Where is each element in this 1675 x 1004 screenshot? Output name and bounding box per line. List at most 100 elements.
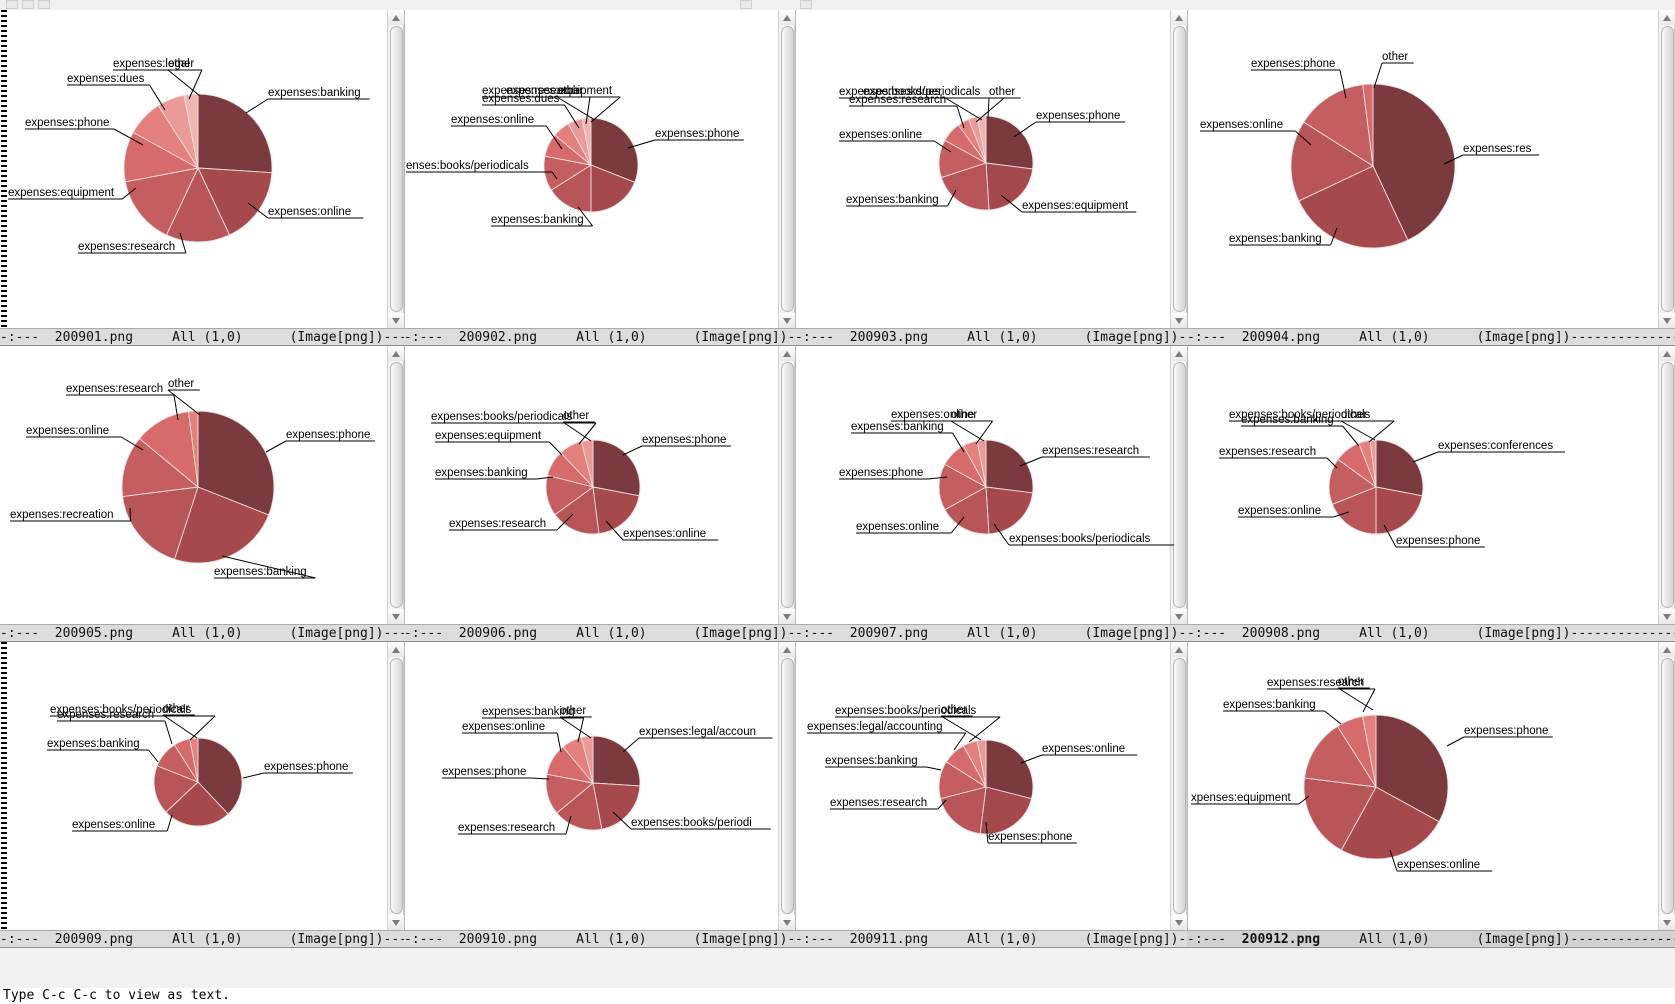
- modeline-200905[interactable]: -:--- 200905.png All (1,0) (Image[png])-…: [0, 624, 404, 642]
- modeline-200909[interactable]: -:--- 200909.png All (1,0) (Image[png])-…: [0, 930, 404, 948]
- emacs-window-200902[interactable]: expenses:phone expenses:banking enses:book…: [404, 10, 795, 346]
- emacs-window-200901[interactable]: expenses:banking expenses:online expenses:…: [0, 10, 404, 346]
- scrollbar-down-button[interactable]: [1659, 313, 1675, 328]
- scrollbar-thumb[interactable]: [1661, 658, 1674, 914]
- pie-leader-line: [173, 394, 179, 421]
- vertical-scrollbar[interactable]: [778, 642, 795, 930]
- scrollbar-up-button[interactable]: [388, 346, 404, 361]
- scrollbar-up-button[interactable]: [388, 10, 404, 25]
- emacs-window-200910[interactable]: expenses:legal/accoun expenses:books/peri…: [404, 642, 795, 948]
- emacs-window-200903[interactable]: expenses:phone expenses:equipment expenses…: [795, 10, 1187, 346]
- scrollbar-down-button[interactable]: [1171, 313, 1187, 328]
- modeline-200906[interactable]: -:--- 200906.png All (1,0) (Image[png])-…: [404, 624, 795, 642]
- vertical-scrollbar[interactable]: [778, 10, 795, 328]
- scrollbar-up-button[interactable]: [1171, 10, 1187, 25]
- vertical-scrollbar[interactable]: [1170, 642, 1187, 930]
- scrollbar-up-button[interactable]: [1659, 10, 1675, 25]
- pie-label: expenses:online: [462, 721, 545, 733]
- modeline-200907[interactable]: -:--- 200907.png All (1,0) (Image[png])-…: [795, 624, 1187, 642]
- image-buffer[interactable]: expenses:conferences expenses:phone expens…: [1187, 346, 1675, 624]
- scrollbar-down-button[interactable]: [388, 313, 404, 328]
- scrollbar-thumb[interactable]: [781, 362, 794, 608]
- vertical-scrollbar[interactable]: [778, 346, 795, 624]
- scrollbar-up-button[interactable]: [779, 642, 795, 657]
- scrollbar-down-button[interactable]: [1659, 609, 1675, 624]
- scrollbar-thumb[interactable]: [781, 658, 794, 914]
- emacs-window-200905[interactable]: expenses:phone expenses:banking expenses:r…: [0, 346, 404, 642]
- vertical-scrollbar[interactable]: [1658, 642, 1675, 930]
- scrollbar-down-button[interactable]: [779, 915, 795, 930]
- scrollbar-thumb[interactable]: [390, 658, 403, 914]
- image-buffer[interactable]: expenses:phone expenses:online expenses:ba…: [0, 642, 404, 930]
- image-buffer[interactable]: expenses:research expenses:books/periodic…: [795, 346, 1187, 624]
- modeline-200904[interactable]: -:--- 200904.png All (1,0) (Image[png])-…: [1187, 328, 1675, 346]
- emacs-window-200909[interactable]: expenses:phone expenses:online expenses:ba…: [0, 642, 404, 948]
- scrollbar-up-button[interactable]: [1659, 642, 1675, 657]
- scrollbar-down-button[interactable]: [779, 313, 795, 328]
- image-buffer[interactable]: expenses:online expenses:phone expenses:re…: [795, 642, 1187, 930]
- pie-slice: [556, 782, 603, 831]
- emacs-window-200904[interactable]: expenses:res expenses:banking expenses:onl…: [1187, 10, 1675, 346]
- image-buffer[interactable]: expenses:phone expenses:equipment expenses…: [795, 10, 1187, 328]
- pie-leader-line: [1019, 456, 1043, 467]
- scrollbar-up-button[interactable]: [1171, 346, 1187, 361]
- image-buffer[interactable]: expenses:phone expenses:online expenses:re…: [404, 346, 795, 624]
- image-buffer[interactable]: expenses:phone expenses:banking expenses:r…: [0, 346, 404, 624]
- scrollbar-thumb[interactable]: [781, 26, 794, 312]
- modeline-200901[interactable]: -:--- 200901.png All (1,0) (Image[png])-…: [0, 328, 404, 346]
- scrollbar-thumb[interactable]: [1173, 658, 1186, 914]
- modeline-200908[interactable]: -:--- 200908.png All (1,0) (Image[png])-…: [1187, 624, 1675, 642]
- toolbar-undo-icon[interactable]: [38, 0, 50, 9]
- vertical-scrollbar[interactable]: [1170, 346, 1187, 624]
- scrollbar-thumb[interactable]: [1661, 26, 1674, 312]
- pie-leader-line: [956, 105, 965, 129]
- modeline-200911[interactable]: -:--- 200911.png All (1,0) (Image[png])-…: [795, 930, 1187, 948]
- modeline-200912[interactable]: -:--- 200912.png All (1,0) (Image[png])-…: [1187, 930, 1675, 948]
- scrollbar-thumb[interactable]: [1661, 362, 1674, 608]
- image-buffer[interactable]: expenses:res expenses:banking expenses:onl…: [1187, 10, 1675, 328]
- toolbar-print-icon[interactable]: [740, 0, 752, 9]
- scrollbar-up-button[interactable]: [1171, 642, 1187, 657]
- vertical-scrollbar[interactable]: [387, 642, 404, 930]
- pie-label: expenses:research: [449, 518, 546, 530]
- pie-leader-line: [179, 232, 187, 254]
- scrollbar-up-button[interactable]: [388, 642, 404, 657]
- vertical-scrollbar[interactable]: [1170, 10, 1187, 328]
- modeline-200902[interactable]: -:--- 200902.png All (1,0) (Image[png])-…: [404, 328, 795, 346]
- image-buffer[interactable]: expenses:legal/accoun expenses:books/peri…: [404, 642, 795, 930]
- window-grid: expenses:banking expenses:online expenses:…: [0, 10, 1675, 988]
- emacs-window-200908[interactable]: expenses:conferences expenses:phone expens…: [1187, 346, 1675, 642]
- toolbar-help-icon[interactable]: [800, 0, 812, 9]
- image-buffer[interactable]: expenses:phone expenses:online xpenses:equ…: [1187, 642, 1675, 930]
- scrollbar-down-button[interactable]: [779, 609, 795, 624]
- modeline-200903[interactable]: -:--- 200903.png All (1,0) (Image[png])-…: [795, 328, 1187, 346]
- emacs-window-200906[interactable]: expenses:phone expenses:online expenses:re…: [404, 346, 795, 642]
- scrollbar-down-button[interactable]: [1659, 915, 1675, 930]
- scrollbar-down-button[interactable]: [1171, 609, 1187, 624]
- pie-chart: expenses:phone expenses:banking expenses:r…: [0, 346, 404, 624]
- image-buffer[interactable]: expenses:phone expenses:banking enses:book…: [404, 10, 795, 328]
- toolbar-open-icon[interactable]: [6, 0, 18, 9]
- scrollbar-up-button[interactable]: [779, 346, 795, 361]
- toolbar-save-icon[interactable]: [22, 0, 34, 9]
- scrollbar-thumb[interactable]: [390, 362, 403, 608]
- pie-label: expenses:equipment: [1022, 200, 1129, 212]
- vertical-scrollbar[interactable]: [1658, 346, 1675, 624]
- scrollbar-thumb[interactable]: [1173, 26, 1186, 312]
- vertical-scrollbar[interactable]: [1658, 10, 1675, 328]
- scrollbar-down-button[interactable]: [388, 609, 404, 624]
- modeline-200910[interactable]: -:--- 200910.png All (1,0) (Image[png])-…: [404, 930, 795, 948]
- scrollbar-up-button[interactable]: [1659, 346, 1675, 361]
- scrollbar-down-button[interactable]: [1171, 915, 1187, 930]
- emacs-window-200911[interactable]: expenses:online expenses:phone expenses:re…: [795, 642, 1187, 948]
- scrollbar-down-button[interactable]: [388, 915, 404, 930]
- scrollbar-up-button[interactable]: [779, 10, 795, 25]
- scrollbar-thumb[interactable]: [1173, 362, 1186, 608]
- emacs-window-200907[interactable]: expenses:research expenses:books/periodic…: [795, 346, 1187, 642]
- vertical-scrollbar[interactable]: [387, 10, 404, 328]
- pie-leader-line: [1000, 194, 1023, 213]
- scrollbar-thumb[interactable]: [390, 26, 403, 312]
- emacs-window-200912[interactable]: expenses:phone expenses:online xpenses:equ…: [1187, 642, 1675, 948]
- image-buffer[interactable]: expenses:banking expenses:online expenses:…: [0, 10, 404, 328]
- vertical-scrollbar[interactable]: [387, 346, 404, 624]
